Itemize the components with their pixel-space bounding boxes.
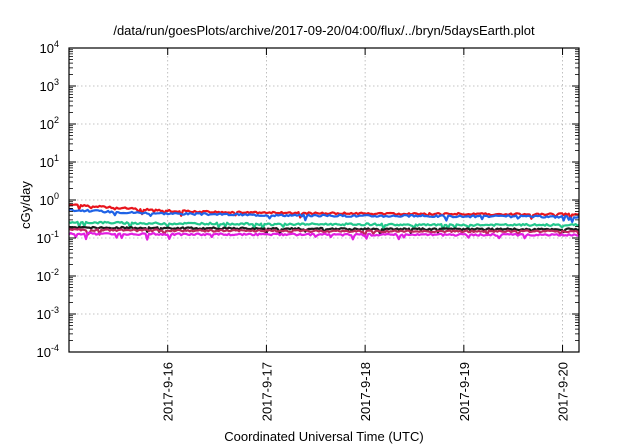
series-group xyxy=(68,203,581,241)
y-tick-label: 10-2 xyxy=(37,267,59,284)
x-axis-label: Coordinated Universal Time (UTC) xyxy=(224,429,423,444)
series-line-5 xyxy=(68,227,581,238)
y-tick-label: 10-3 xyxy=(37,305,59,322)
x-tick-label: 2017-9-16 xyxy=(161,362,176,421)
y-tick-label: 102 xyxy=(40,115,59,132)
series-line-6 xyxy=(68,231,580,241)
x-tick-label: 2017-9-19 xyxy=(457,362,472,421)
y-tick-label: 103 xyxy=(40,77,59,94)
chart-title: /data/run/goesPlots/archive/2017-09-20/0… xyxy=(113,23,535,38)
y-axis-label: cGy/day xyxy=(18,181,33,229)
x-axis: 2017-9-16 2017-9-17 2017-9-18 2017-9-19 2017… xyxy=(161,48,571,421)
x-tick-label: 2017-9-17 xyxy=(259,362,274,421)
y-tick-label: 101 xyxy=(40,153,59,170)
y-tick-label: 100 xyxy=(40,191,59,208)
x-tick-label: 2017-9-20 xyxy=(556,362,571,421)
y-tick-label: 10-4 xyxy=(37,343,59,360)
x-tick-label: 2017-9-18 xyxy=(358,362,373,421)
y-axis: 10-4 10-3 10-2 10-1 100 101 102 103 104 xyxy=(37,39,579,360)
grid xyxy=(69,48,579,352)
y-tick-label: 10-1 xyxy=(37,229,59,246)
y-tick-label: 104 xyxy=(40,39,59,56)
series-line-3 xyxy=(68,220,580,232)
series-line-2 xyxy=(68,208,580,224)
